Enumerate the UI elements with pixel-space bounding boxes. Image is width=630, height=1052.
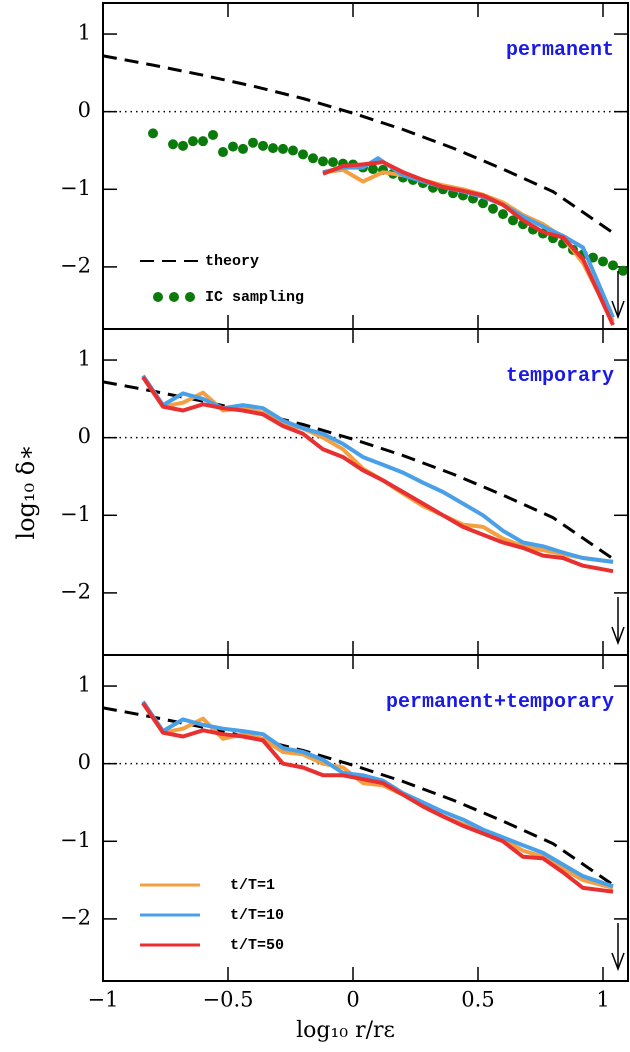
data-point <box>248 137 258 148</box>
data-point <box>308 153 318 164</box>
legend-label: t/T=10 <box>230 907 284 924</box>
y-tick-label: 0 <box>78 750 91 774</box>
line-series <box>141 700 614 889</box>
data-point <box>268 143 278 154</box>
data-point <box>488 203 498 214</box>
y-axis-label: log₁₀ δ∗ <box>12 444 40 539</box>
data-point <box>238 143 248 154</box>
panel-frame <box>102 654 629 982</box>
panel: 1 0 −1 −2 −1 −0.5 0 0.5 1 permanent+temporary t/T=… <box>60 654 629 1043</box>
panel-annotation: temporary <box>506 365 614 388</box>
plot-area <box>103 54 628 326</box>
panel: 1 0 −1 −2 temporary log₁₀ δ∗ <box>12 328 629 656</box>
legend-swatch <box>185 292 195 302</box>
x-tick-label: 0.5 <box>461 988 494 1012</box>
y-tick-label: −2 <box>60 905 91 929</box>
panel-annotation: permanent+temporary <box>386 691 614 714</box>
y-tick-label: −1 <box>60 828 91 852</box>
data-point <box>228 141 238 152</box>
arrow-head <box>611 626 625 646</box>
line-series <box>141 701 614 894</box>
data-point <box>198 136 208 147</box>
y-tick-label: 0 <box>78 424 91 448</box>
legend-label: t/T=50 <box>230 937 284 954</box>
data-point <box>508 215 518 226</box>
line-series <box>322 156 615 319</box>
legend-label: theory <box>205 253 259 270</box>
data-point <box>208 129 218 140</box>
data-point <box>608 260 618 271</box>
y-tick-label: −1 <box>60 176 91 200</box>
data-point <box>188 136 198 147</box>
plot-area <box>103 374 614 574</box>
y-tick-label: −2 <box>60 253 91 277</box>
data-point <box>218 147 228 158</box>
line-series <box>141 374 614 564</box>
x-tick-label: 1 <box>596 988 609 1012</box>
data-point <box>288 145 298 156</box>
y-tick-label: −1 <box>60 502 91 526</box>
x-tick-label: 0 <box>346 988 359 1012</box>
legend-label: t/T=1 <box>230 877 275 894</box>
plot-area <box>103 700 614 894</box>
panel-annotation: permanent <box>506 39 614 62</box>
data-point <box>318 156 328 167</box>
data-point <box>278 143 288 154</box>
data-point <box>598 256 608 267</box>
data-point <box>368 164 378 175</box>
data-point <box>478 198 488 209</box>
data-point <box>498 209 508 220</box>
y-tick-label: 1 <box>78 673 91 697</box>
data-point <box>298 149 308 160</box>
line-series <box>141 375 614 574</box>
legend-label: IC sampling <box>205 289 304 306</box>
y-tick-label: 1 <box>78 21 91 45</box>
legend-swatch <box>153 292 163 302</box>
panel: 1 0 −1 −2 permanent theory IC sampling <box>60 2 629 330</box>
x-tick-label: −1 <box>88 988 119 1012</box>
arrow-head <box>611 952 625 972</box>
arrow-head <box>611 300 625 320</box>
data-point <box>258 140 268 151</box>
data-point <box>178 140 188 151</box>
x-tick-label: −0.5 <box>203 988 254 1012</box>
line-series <box>322 160 615 326</box>
data-point <box>328 157 338 168</box>
legend-swatch <box>169 292 179 302</box>
y-tick-label: 1 <box>78 347 91 371</box>
y-tick-label: 0 <box>78 98 91 122</box>
data-point <box>148 128 158 139</box>
y-tick-label: −2 <box>60 579 91 603</box>
data-point <box>168 139 178 150</box>
data-point <box>618 265 628 276</box>
x-axis-label: log₁₀ r/rε <box>296 1018 395 1043</box>
